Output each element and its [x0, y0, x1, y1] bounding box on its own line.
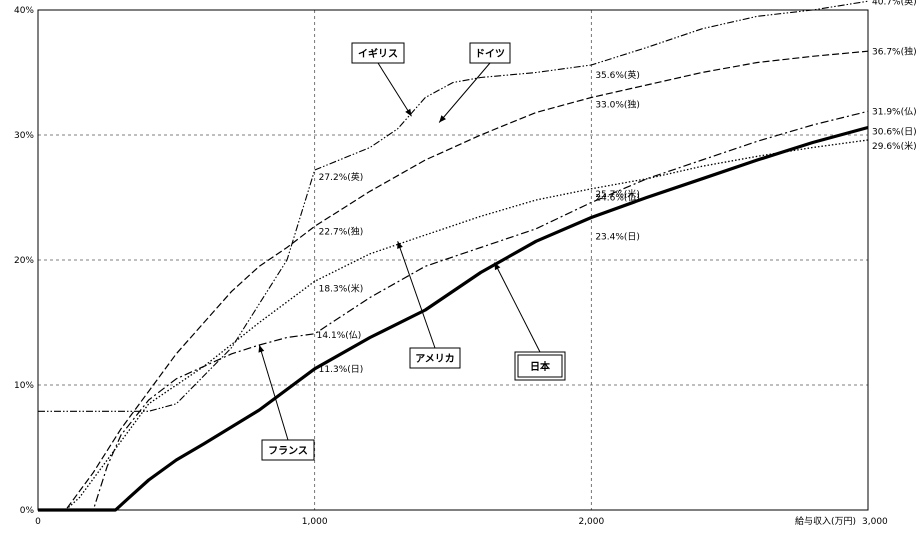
x-tick-label: 0	[35, 517, 41, 527]
value-annotation: 30.6%(日)	[872, 127, 917, 138]
x-axis-label: 給与収入(万円)	[795, 515, 856, 527]
callout-ドイツ: ドイツ	[438, 42, 511, 123]
callout-inner-box	[517, 354, 563, 378]
x-tick-label: 1,000	[302, 517, 328, 527]
series-line-アメリカ	[38, 139, 869, 511]
value-annotations: 27.2%(英) 22.7%(独) 18.3%(米) 14.1%(仏) 11.3%(日)…	[317, 0, 917, 375]
y-tick-label: 40%	[14, 6, 34, 16]
callout-label: 日本	[530, 360, 551, 373]
value-annotation: 18.3%(米)	[319, 282, 364, 294]
callout-arrow	[377, 62, 412, 117]
callout-arrow	[494, 262, 541, 353]
series-lines	[38, 0, 869, 512]
value-annotation: 22.7%(独)	[319, 225, 364, 237]
value-annotation: 23.4%(日)	[595, 232, 640, 243]
y-tick-label: 20%	[14, 256, 34, 266]
value-annotation: 24.6%(仏)	[595, 193, 640, 204]
callout-arrowhead	[397, 241, 403, 249]
value-annotation: 36.7%(独)	[872, 45, 917, 57]
value-annotation: 33.0%(独)	[595, 99, 640, 111]
y-axis: 0% 10% 20% 30% 40%	[14, 6, 34, 516]
y-tick-label: 10%	[14, 381, 34, 391]
series-line-ドイツ	[38, 50, 869, 511]
value-annotation: 40.7%(英)	[872, 0, 917, 7]
callout-arrowhead	[439, 115, 446, 123]
callout-arrowhead	[405, 108, 412, 117]
callout-日本: 日本	[494, 262, 566, 381]
callout-アメリカ: アメリカ	[397, 241, 461, 369]
x-tick-label: 3,000	[862, 517, 888, 527]
value-annotation: 11.3%(日)	[319, 364, 364, 375]
callout-label: アメリカ	[415, 353, 455, 365]
callout-label: フランス	[268, 445, 308, 457]
series-line-イギリス	[38, 0, 869, 412]
value-annotation: 29.6%(米)	[872, 140, 917, 152]
callout-arrowhead	[494, 262, 501, 271]
callout-label: ドイツ	[475, 48, 505, 60]
value-annotation: 14.1%(仏)	[317, 330, 362, 341]
callout-arrow	[397, 241, 436, 349]
value-annotation: 35.6%(英)	[595, 69, 640, 81]
x-axis: 0 1,000 2,000 3,000	[35, 517, 888, 527]
series-line-フランス	[38, 110, 869, 511]
callout-arrow	[258, 344, 289, 441]
value-annotation: 31.9%(仏)	[872, 106, 917, 117]
y-tick-label: 30%	[14, 131, 34, 141]
grid-lines	[38, 9, 868, 510]
x-tick-label: 2,000	[578, 517, 604, 527]
value-annotation: 25.7%(米)	[595, 188, 640, 200]
callout-イギリス: イギリス	[351, 42, 412, 117]
series-line-日本	[38, 125, 869, 512]
callout-arrowhead	[258, 345, 265, 353]
y-tick-label: 0%	[20, 506, 35, 516]
callout-フランス: フランス	[258, 344, 315, 461]
value-annotation: 27.2%(英)	[319, 171, 364, 183]
callout-label: イギリス	[358, 47, 398, 60]
plot-frame	[37, 9, 869, 511]
callout-arrow	[438, 62, 491, 123]
